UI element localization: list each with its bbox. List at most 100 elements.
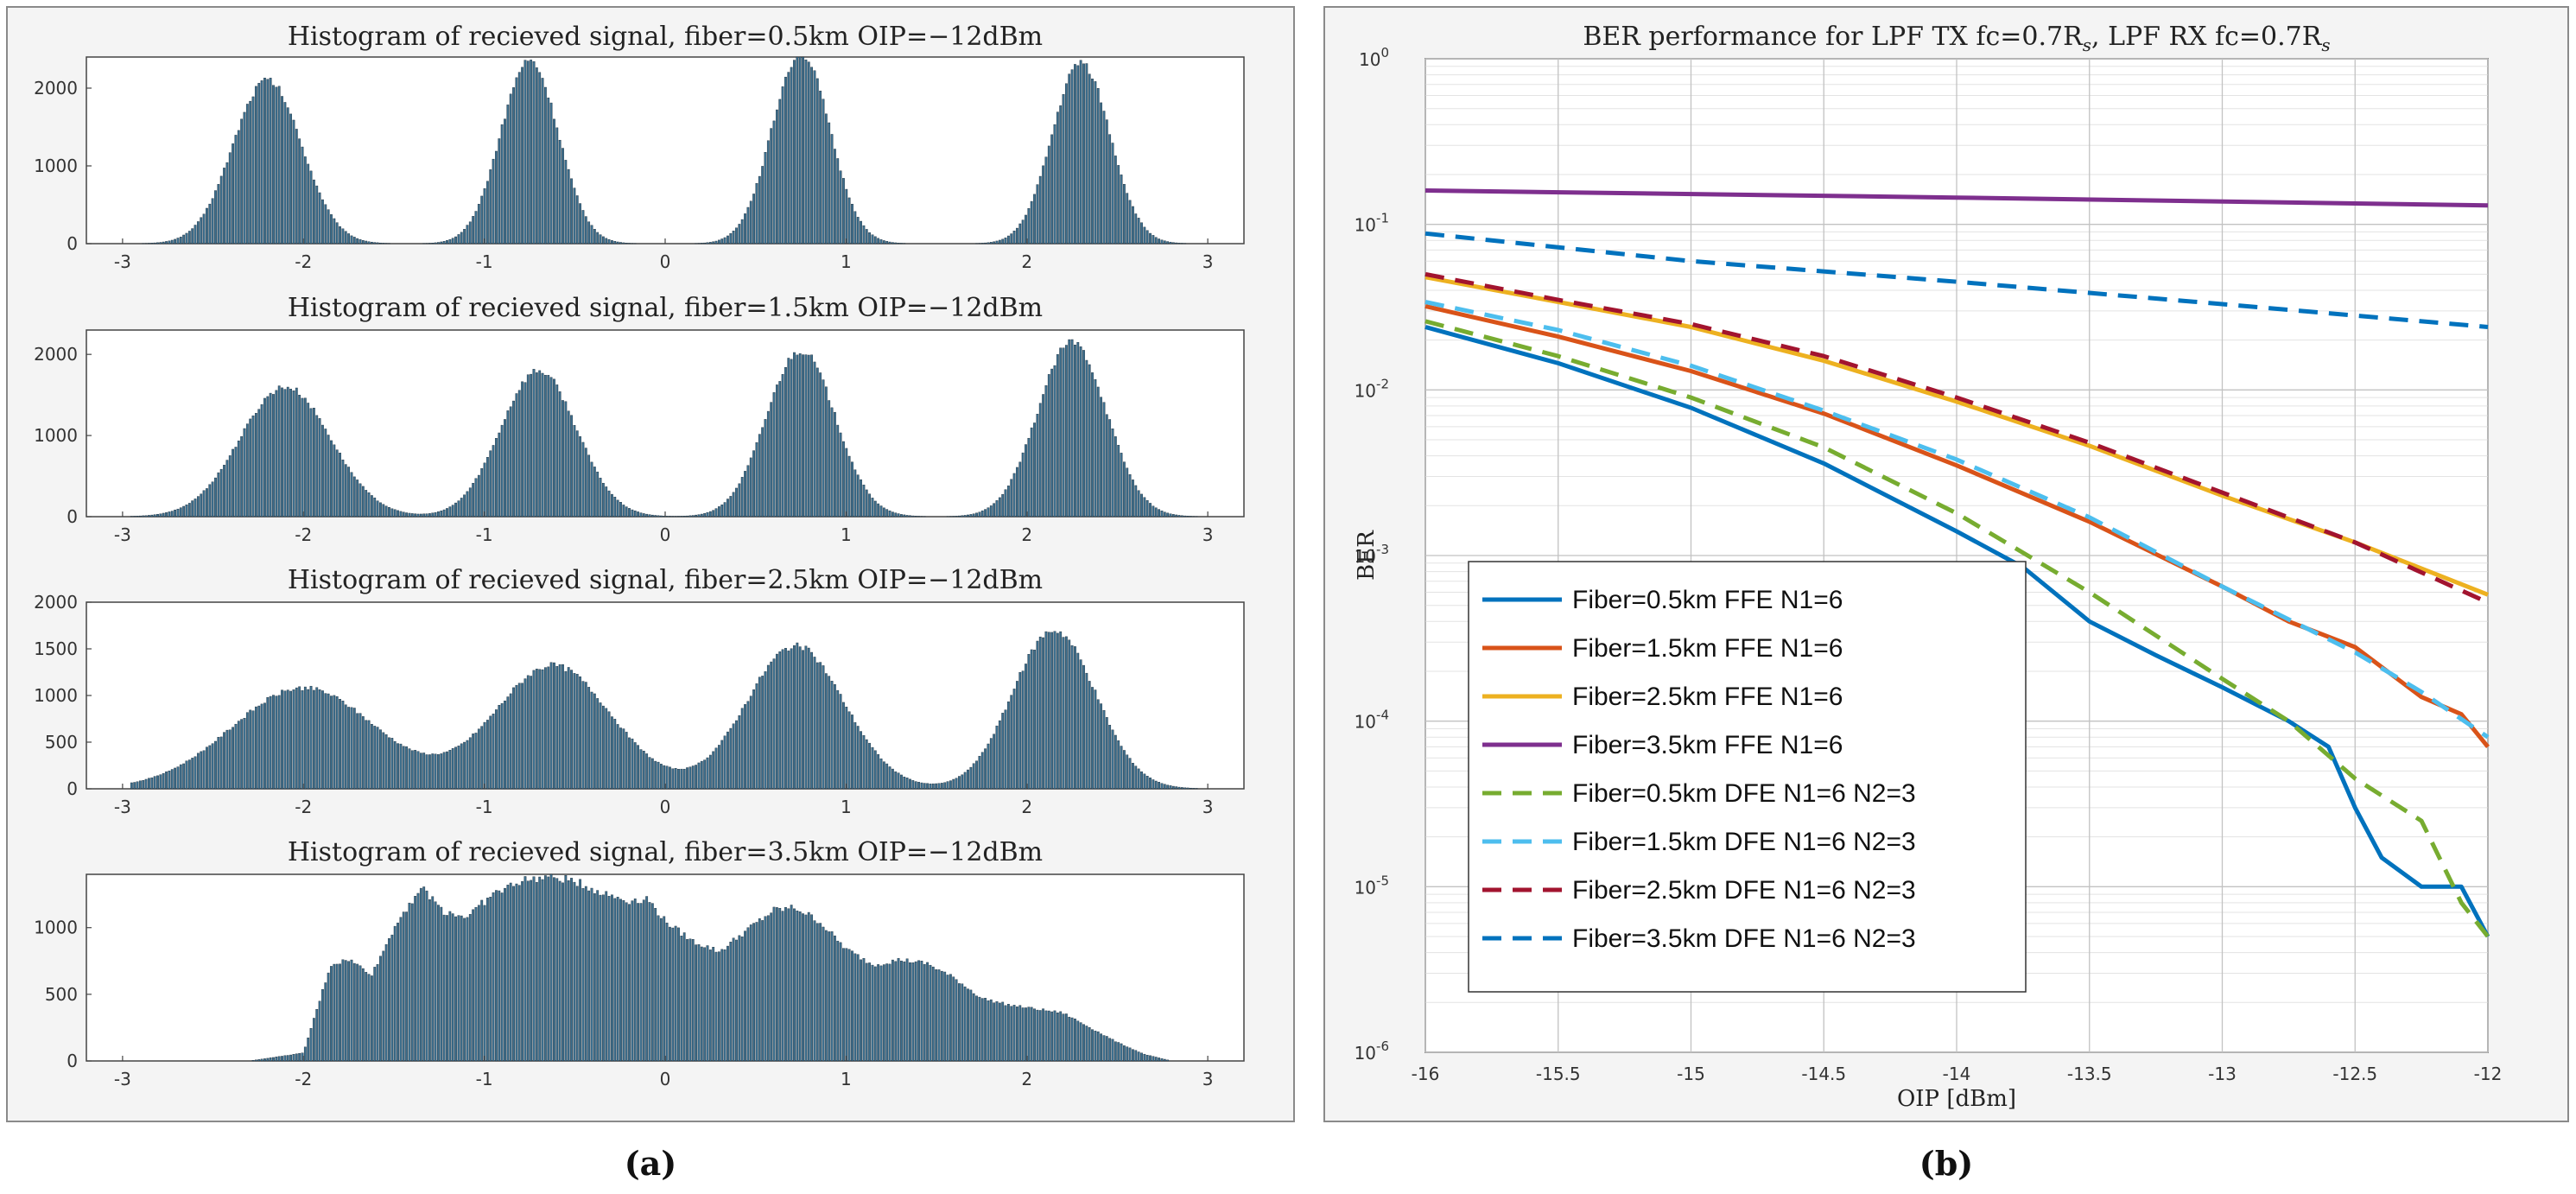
histogram-bar — [856, 726, 860, 790]
histogram-bar — [593, 467, 596, 518]
histogram-1-x-ticks: -3 -2 -1 0 1 2 3 — [114, 238, 1213, 272]
histogram-bar — [260, 80, 263, 245]
histogram-bar — [686, 939, 688, 1062]
histogram-bar — [897, 243, 900, 245]
histogram-bar — [830, 407, 834, 518]
histogram-bar — [468, 487, 472, 518]
histogram-bar — [706, 242, 709, 245]
histogram-bar — [1137, 1051, 1140, 1062]
histogram-bar — [706, 511, 709, 518]
histogram-bar — [148, 515, 150, 518]
histogram-bar — [365, 490, 368, 518]
histogram-bar — [796, 354, 799, 518]
histogram-bar — [1056, 111, 1059, 245]
histogram-bar — [555, 878, 559, 1062]
histogram-bar — [847, 949, 851, 1062]
histogram-bar — [148, 243, 150, 245]
histogram-2-y-ticks: 0 1000 2000 — [34, 344, 92, 527]
histogram-bar — [538, 876, 542, 1062]
histogram-bar — [397, 922, 399, 1062]
histogram-bar — [1036, 184, 1039, 245]
histogram-bar — [225, 729, 229, 790]
histogram-bar — [1038, 1010, 1042, 1062]
histogram-bar — [575, 195, 579, 245]
histogram-bar — [506, 105, 510, 245]
histogram-bar — [1027, 207, 1031, 245]
histogram-bar — [581, 888, 585, 1062]
ber-y-tick-base: 10 — [1355, 712, 1376, 733]
histogram-bar — [1004, 489, 1007, 518]
histogram-bar — [735, 227, 738, 245]
histogram-bar — [495, 150, 498, 245]
histogram-bar — [674, 925, 677, 1062]
histogram-bar — [1140, 222, 1143, 245]
histogram-bar — [214, 740, 217, 790]
histogram-bar — [851, 714, 853, 790]
x-tick-label: -2 — [295, 251, 312, 272]
histogram-bar — [373, 967, 377, 1062]
histogram-bar — [601, 236, 605, 245]
histogram-bar — [1132, 763, 1134, 790]
histogram-bar — [798, 911, 802, 1062]
histogram-bar — [796, 56, 799, 245]
histogram-bar — [1030, 1007, 1033, 1062]
histogram-bar — [442, 241, 446, 245]
histogram-bar — [330, 440, 333, 518]
histogram-bar — [824, 673, 828, 790]
histogram-bar — [558, 391, 562, 518]
histogram-bar — [228, 455, 232, 518]
histogram-bar — [416, 513, 420, 518]
histogram-bar — [877, 964, 880, 1062]
histogram-bar — [969, 514, 973, 518]
histogram-bar — [312, 408, 315, 518]
histogram-bar — [865, 739, 868, 790]
histogram-bar — [292, 1054, 295, 1062]
ber-legend-box — [1468, 561, 2027, 993]
histogram-bar — [1027, 437, 1031, 518]
histogram-bar — [506, 696, 510, 790]
histogram-bar — [1128, 473, 1132, 518]
histogram-bar — [700, 513, 703, 518]
histogram-bar — [191, 758, 194, 790]
histogram-bar — [677, 516, 680, 518]
histogram-bar — [1088, 681, 1091, 790]
histogram-bar — [309, 170, 313, 245]
ber-legend-label: Fiber=3.5km DFE N1=6 N2=3 — [1572, 924, 1916, 953]
histogram-bar — [839, 694, 842, 790]
histogram-bar — [905, 778, 909, 790]
ber-series-line — [1424, 300, 2490, 740]
histogram-bar — [897, 772, 900, 790]
histogram-bar — [547, 97, 550, 245]
histogram-bar — [150, 777, 154, 790]
histogram-bar — [700, 760, 703, 790]
histogram-2: Histogram of recieved signal, fiber=1.5k… — [34, 293, 1245, 545]
histogram-bar — [553, 378, 555, 518]
histogram-bar — [746, 465, 750, 518]
histogram-bar — [882, 240, 885, 245]
histogram-bar — [1006, 235, 1010, 245]
histogram-bar — [573, 425, 576, 518]
histogram-bar — [587, 890, 591, 1062]
histogram-bar — [361, 968, 365, 1062]
histogram-bar — [717, 951, 720, 1062]
histogram-bar — [286, 689, 289, 790]
histogram-bar — [879, 505, 883, 518]
histogram-bar — [272, 695, 275, 790]
histogram-bar — [179, 237, 182, 245]
histogram-bar — [975, 760, 978, 790]
histogram-bar — [1137, 768, 1140, 790]
histogram-bar — [408, 512, 411, 518]
histogram-bar — [1117, 445, 1120, 518]
histogram-bar — [740, 708, 744, 790]
histogram-bar — [868, 962, 872, 1062]
histogram-bar — [980, 243, 984, 245]
histogram-bar — [815, 662, 819, 790]
histogram-bar — [562, 664, 564, 790]
histogram-bar — [1132, 1049, 1134, 1062]
histogram-bar — [804, 645, 808, 790]
histogram-bar — [1094, 1031, 1097, 1062]
histogram-bar — [347, 707, 351, 790]
histogram-bar — [543, 875, 547, 1062]
histogram-bar — [601, 894, 605, 1062]
histogram-bar — [295, 129, 298, 245]
